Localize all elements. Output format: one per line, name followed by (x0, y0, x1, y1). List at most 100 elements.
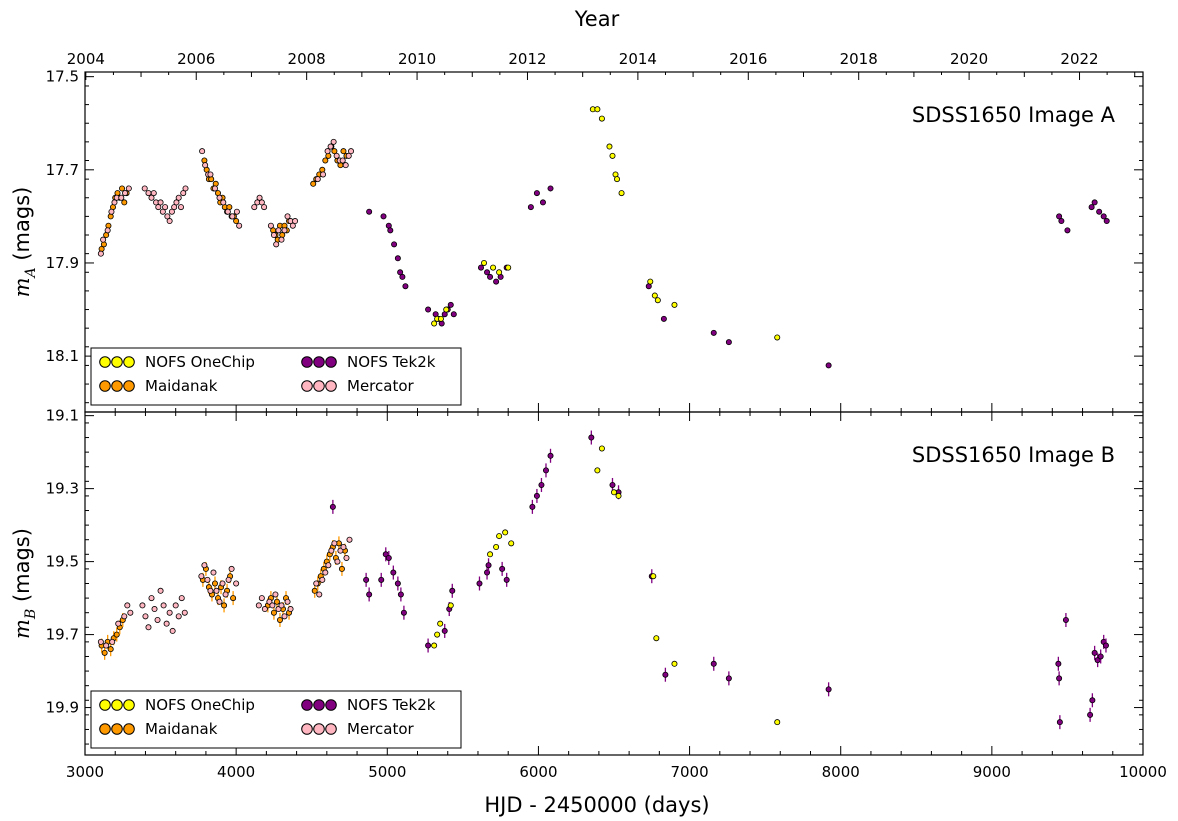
data-point (251, 204, 258, 211)
data-point (178, 595, 185, 602)
data-point (660, 315, 667, 322)
data-point (261, 204, 268, 211)
legend-entry: NOFS Tek2k (301, 696, 436, 714)
legend-marker (111, 699, 123, 711)
data-point (148, 194, 155, 201)
data-point (547, 452, 554, 459)
data-point (334, 558, 341, 565)
data-point (443, 306, 450, 313)
data-point (496, 269, 503, 276)
legend-marker (325, 699, 337, 711)
data-point (594, 106, 601, 113)
data-point (284, 213, 291, 220)
data-point (121, 613, 128, 620)
data-point (650, 573, 657, 580)
data-point (774, 334, 781, 341)
panel-title: SDSS1650 Image B (912, 443, 1115, 467)
data-point (278, 236, 285, 243)
series-nofs-onechip (431, 106, 781, 341)
legend-marker (123, 356, 135, 368)
data-point (487, 551, 494, 558)
legend-label: NOFS Tek2k (347, 353, 436, 371)
y-tick-label: 19.9 (46, 699, 79, 717)
year-tick-label: 2010 (398, 50, 436, 68)
data-point (316, 591, 323, 598)
data-point (391, 241, 398, 248)
data-point (216, 194, 223, 201)
data-point (387, 227, 394, 234)
data-point (588, 434, 595, 441)
data-point (311, 587, 318, 594)
legend-label: NOFS OneChip (145, 696, 255, 714)
data-point (124, 602, 131, 609)
data-point (199, 148, 206, 155)
data-point (725, 339, 732, 346)
data-point (270, 232, 277, 239)
year-tick-label: 2022 (1060, 50, 1098, 68)
data-point (211, 185, 218, 192)
data-point (333, 152, 340, 159)
data-point (255, 602, 262, 609)
y-tick-label: 19.5 (46, 553, 79, 571)
legend-label: Maidanak (145, 720, 218, 738)
data-point (609, 152, 616, 159)
data-point (141, 185, 148, 192)
data-point (348, 148, 355, 155)
data-point (310, 180, 317, 187)
data-point (180, 190, 187, 197)
data-point (207, 171, 214, 178)
data-point (166, 218, 173, 225)
data-point (236, 222, 243, 229)
data-point (434, 631, 441, 638)
legend-label: NOFS Tek2k (347, 696, 436, 714)
data-point (171, 204, 178, 211)
data-point (502, 529, 509, 536)
data-point (606, 143, 613, 150)
data-point (269, 602, 276, 609)
data-point (710, 329, 717, 336)
legend-marker (111, 723, 123, 735)
data-point (204, 576, 211, 583)
data-point (322, 157, 329, 164)
data-point (647, 278, 654, 285)
y-tick-label: 17.5 (46, 68, 79, 86)
data-point (276, 616, 283, 623)
data-point (378, 576, 385, 583)
data-point (113, 631, 120, 638)
data-point (496, 533, 503, 540)
data-point (1103, 218, 1110, 225)
data-point (104, 227, 111, 234)
legend-label: Mercator (347, 720, 415, 738)
x-tick-label: 3000 (66, 763, 104, 781)
x-axis-title: HJD - 2450000 (days) (484, 793, 709, 817)
legend-marker (325, 356, 337, 368)
data-point (175, 613, 182, 620)
data-point (327, 143, 334, 150)
data-point (654, 297, 661, 304)
data-point (481, 259, 488, 266)
data-point (710, 660, 717, 667)
data-point (1102, 642, 1109, 649)
legend-entry: NOFS Tek2k (301, 353, 436, 371)
data-point (213, 587, 220, 594)
data-point (219, 580, 226, 587)
data-point (328, 547, 335, 554)
legend-frame (90, 347, 462, 406)
y-axis-symbol: m (10, 277, 34, 297)
y-axis-units: (mags) (10, 187, 34, 268)
data-point (169, 627, 176, 634)
top-year-axis: Year 2004 2006 2008 2010 2012 2014 2016 2018 202… (67, 7, 1136, 80)
y-axis-subscript: B (23, 609, 39, 620)
data-point (447, 301, 454, 308)
y-tick-label: 17.7 (46, 161, 79, 179)
series-maidanak (98, 143, 350, 252)
data-point (198, 573, 205, 580)
data-point (127, 609, 134, 616)
data-point (261, 606, 268, 613)
data-point (211, 580, 218, 587)
data-point (230, 595, 237, 602)
data-point (115, 620, 122, 627)
data-point (329, 503, 336, 510)
